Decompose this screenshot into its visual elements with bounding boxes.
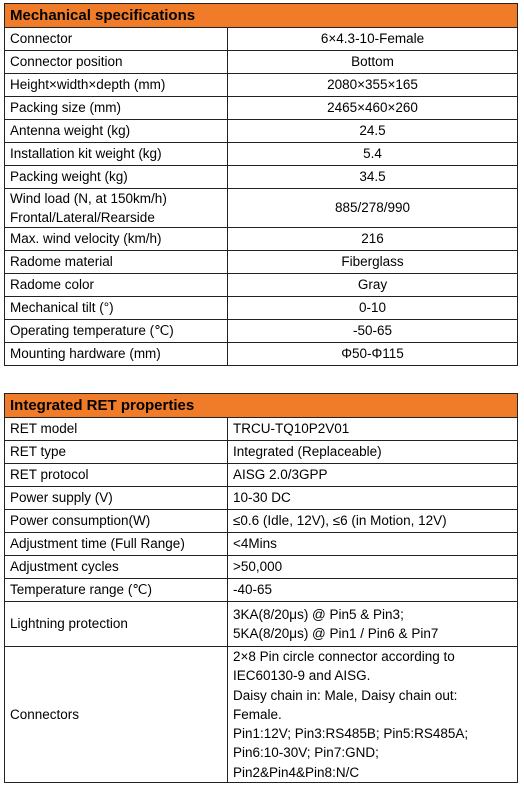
table-row: Connector position Bottom — [4, 50, 519, 74]
row-value: TRCU-TQ10P2V01 — [226, 417, 519, 441]
row-label: Max. wind velocity (km/h) — [4, 227, 228, 251]
row-value: 34.5 — [226, 165, 519, 189]
row-value-line: Female. — [233, 706, 282, 722]
table-row: Antenna weight (kg) 24.5 — [4, 119, 519, 143]
table-row: Wind load (N, at 150km/h) Frontal/Latera… — [4, 188, 519, 228]
row-label: Wind load (N, at 150km/h) Frontal/Latera… — [4, 188, 228, 228]
table-row: RET model TRCU-TQ10P2V01 — [4, 417, 519, 441]
row-value: 6×4.3-10-Female — [226, 27, 519, 51]
row-value: >50,000 — [226, 555, 519, 579]
row-value: 5.4 — [226, 142, 519, 166]
table-row: Connector 6×4.3-10-Female — [4, 27, 519, 51]
row-label: Power supply (V) — [4, 486, 228, 510]
table-row: Temperature range (℃) -40-65 — [4, 578, 519, 602]
row-label: Mounting hardware (mm) — [4, 342, 228, 366]
row-label: Power consumption(W) — [4, 509, 228, 533]
table-row: RET protocol AISG 2.0/3GPP — [4, 463, 519, 487]
row-value-line: Pin6:10-30V; Pin7:GND; — [233, 745, 379, 761]
table-row: Mounting hardware (mm) Φ50-Φ115 — [4, 342, 519, 366]
row-value: 2080×355×165 — [226, 73, 519, 97]
table-row: Installation kit weight (kg) 5.4 — [4, 142, 519, 166]
mechanical-title: Mechanical specifications — [3, 3, 519, 28]
row-label: Operating temperature (℃) — [4, 319, 228, 343]
row-label: Radome color — [4, 273, 228, 297]
row-value: 0-10 — [226, 296, 519, 320]
table-row: RET type Integrated (Replaceable) — [4, 440, 519, 464]
row-label: Height×width×depth (mm) — [4, 73, 228, 97]
row-value: 885/278/990 — [226, 188, 519, 228]
row-label: Mechanical tilt (°) — [4, 296, 228, 320]
mechanical-specifications-table: Mechanical specifications Connector 6×4.3… — [3, 3, 519, 366]
row-value-line: Pin1:12V; Pin3:RS485B; Pin5:RS485A; — [233, 726, 469, 742]
row-value: 216 — [226, 227, 519, 251]
row-label: Adjustment time (Full Range) — [4, 532, 228, 556]
ret-header-row: Integrated RET properties — [3, 393, 519, 418]
table-row: Power supply (V) 10-30 DC — [4, 486, 519, 510]
row-value: Fiberglass — [226, 250, 519, 274]
table-row: Max. wind velocity (km/h) 216 — [4, 227, 519, 251]
row-value: 10-30 DC — [226, 486, 519, 510]
row-label: Connector — [4, 27, 228, 51]
row-label: Radome material — [4, 250, 228, 274]
row-value: AISG 2.0/3GPP — [226, 463, 519, 487]
ret-title: Integrated RET properties — [3, 393, 519, 418]
table-row: Adjustment cycles >50,000 — [4, 555, 519, 579]
table-row: Packing weight (kg) 34.5 — [4, 165, 519, 189]
row-label: Packing weight (kg) — [4, 165, 228, 189]
row-label: Packing size (mm) — [4, 96, 228, 120]
row-label: RET protocol — [4, 463, 228, 487]
table-row: Radome material Fiberglass — [4, 250, 519, 274]
row-label: Lightning protection — [4, 601, 228, 647]
row-label: Installation kit weight (kg) — [4, 142, 228, 166]
mechanical-header-row: Mechanical specifications — [3, 3, 519, 28]
table-row: Power consumption(W) ≤0.6 (Idle, 12V), ≤6… — [4, 509, 519, 533]
row-label: Connector position — [4, 50, 228, 74]
row-value-line: 3KA(8/20μs) @ Pin5 & Pin3; — [233, 606, 404, 622]
row-value: -40-65 — [226, 578, 519, 602]
row-value-line: 2×8 Pin circle connector according to — [233, 649, 455, 664]
row-value: Φ50-Φ115 — [226, 342, 519, 366]
table-row: Lightning protection 3KA(8/20μs) @ Pin5 … — [4, 601, 519, 647]
row-value: 24.5 — [226, 119, 519, 143]
row-label-line: Wind load (N, at 150km/h) — [10, 191, 167, 206]
table-row: Connectors 2×8 Pin circle connector acco… — [4, 645, 519, 784]
row-value-line: Daisy chain in: Male, Daisy chain out: — [233, 687, 458, 703]
integrated-ret-properties-table: Integrated RET properties RET model TRCU-… — [3, 393, 519, 784]
row-label: RET model — [4, 417, 228, 441]
table-row: Radome color Gray — [4, 273, 519, 297]
row-value: 2×8 Pin circle connector according to IE… — [226, 645, 519, 784]
row-value-line: Pin2&Pin4&Pin8:N/C — [233, 764, 360, 780]
row-value: ≤0.6 (Idle, 12V), ≤6 (in Motion, 12V) — [226, 509, 519, 533]
row-label: Temperature range (℃) — [4, 578, 228, 602]
row-value: Integrated (Replaceable) — [226, 440, 519, 464]
row-value: Gray — [226, 273, 519, 297]
row-label-line: Frontal/Lateral/Rearside — [10, 210, 155, 225]
row-value-line: IEC60130-9 and AISG. — [233, 668, 371, 684]
table-row: Packing size (mm) 2465×460×260 — [4, 96, 519, 120]
table-row: Height×width×depth (mm) 2080×355×165 — [4, 73, 519, 97]
row-value: Bottom — [226, 50, 519, 74]
row-value: -50-65 — [226, 319, 519, 343]
row-value: 3KA(8/20μs) @ Pin5 & Pin3; 5KA(8/20μs) @… — [226, 601, 519, 647]
row-value: <4Mins — [226, 532, 519, 556]
table-row: Mechanical tilt (°) 0-10 — [4, 296, 519, 320]
row-label: Antenna weight (kg) — [4, 119, 228, 143]
table-row: Adjustment time (Full Range) <4Mins — [4, 532, 519, 556]
row-value-line: 5KA(8/20μs) @ Pin1 / Pin6 & Pin7 — [233, 626, 439, 641]
table-row: Operating temperature (℃) -50-65 — [4, 319, 519, 343]
row-label: RET type — [4, 440, 228, 464]
row-label: Adjustment cycles — [4, 555, 228, 579]
row-value: 2465×460×260 — [226, 96, 519, 120]
row-label: Connectors — [4, 645, 228, 784]
